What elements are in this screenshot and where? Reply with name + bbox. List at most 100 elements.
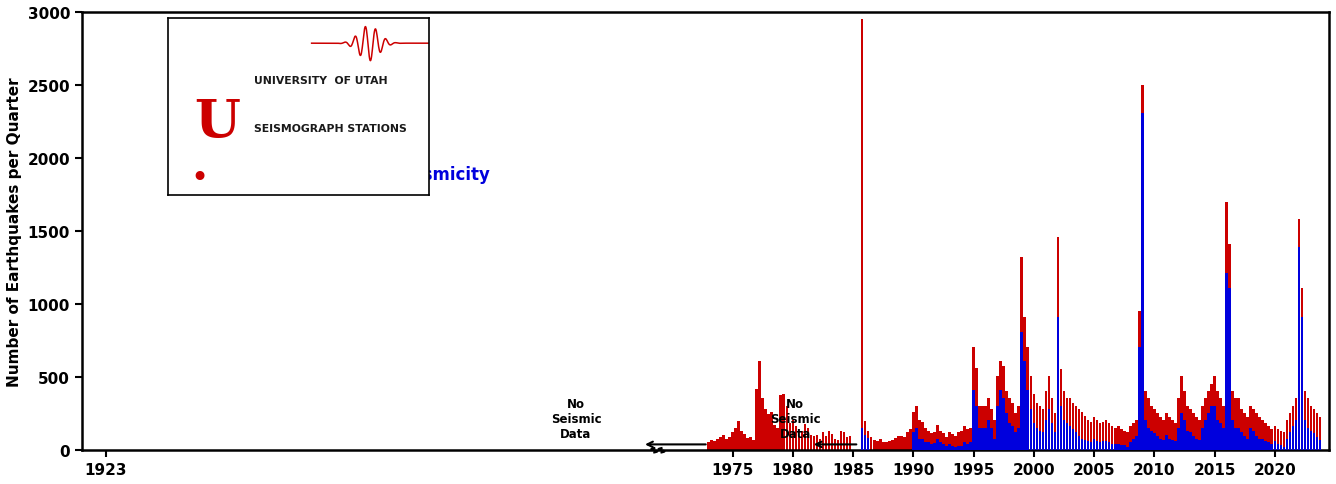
- Text: SEISMOGRAPH STATIONS: SEISMOGRAPH STATIONS: [254, 124, 407, 134]
- Bar: [1244, 413, 1246, 450]
- Bar: [1030, 409, 1033, 450]
- Bar: [860, 20, 863, 450]
- Bar: [1038, 431, 1041, 450]
- Bar: [1309, 406, 1312, 450]
- Bar: [990, 409, 993, 450]
- Bar: [961, 446, 963, 450]
- Bar: [1271, 429, 1273, 450]
- Bar: [1050, 398, 1053, 450]
- Bar: [1246, 439, 1249, 450]
- Bar: [1213, 406, 1216, 450]
- Bar: [846, 437, 848, 450]
- Bar: [1030, 376, 1033, 450]
- Bar: [771, 412, 774, 450]
- Bar: [1086, 441, 1089, 450]
- Bar: [831, 434, 834, 450]
- Bar: [1276, 429, 1279, 450]
- Bar: [1083, 440, 1086, 450]
- Bar: [1184, 391, 1186, 450]
- Bar: [1237, 428, 1240, 450]
- Bar: [1301, 318, 1304, 450]
- Bar: [788, 424, 791, 450]
- Bar: [1268, 442, 1271, 450]
- Bar: [840, 431, 843, 450]
- Bar: [1165, 435, 1168, 450]
- Bar: [1120, 429, 1122, 450]
- Bar: [1059, 369, 1062, 450]
- Bar: [1201, 406, 1204, 450]
- Bar: [819, 439, 822, 450]
- Bar: [1038, 406, 1041, 450]
- Bar: [1009, 398, 1011, 450]
- Bar: [1189, 409, 1192, 450]
- Bar: [990, 428, 993, 450]
- Bar: [933, 432, 935, 450]
- Bar: [767, 415, 770, 450]
- Bar: [755, 389, 758, 450]
- Bar: [743, 434, 745, 450]
- Bar: [1177, 398, 1180, 450]
- Bar: [764, 409, 767, 450]
- Bar: [1156, 436, 1158, 450]
- Bar: [1264, 441, 1267, 450]
- Bar: [985, 428, 987, 450]
- Bar: [969, 428, 971, 450]
- Bar: [791, 421, 794, 450]
- Bar: [864, 421, 867, 450]
- Bar: [957, 446, 959, 450]
- Bar: [1033, 424, 1035, 450]
- Bar: [1096, 421, 1098, 450]
- Bar: [747, 438, 749, 450]
- Bar: [1184, 421, 1186, 450]
- Bar: [1045, 391, 1047, 450]
- Bar: [1014, 413, 1017, 450]
- Bar: [1216, 391, 1218, 450]
- Bar: [1069, 426, 1071, 450]
- Bar: [1006, 413, 1009, 450]
- Bar: [795, 426, 798, 450]
- Bar: [1283, 432, 1285, 450]
- Bar: [939, 431, 942, 450]
- Bar: [933, 443, 935, 450]
- Bar: [1246, 418, 1249, 450]
- Bar: [927, 442, 930, 450]
- Bar: [1021, 332, 1023, 450]
- Bar: [1192, 413, 1194, 450]
- Bar: [1110, 444, 1113, 450]
- Bar: [1126, 447, 1129, 450]
- Bar: [1198, 440, 1201, 450]
- Text: No
Seismic
Data: No Seismic Data: [550, 397, 601, 439]
- Bar: [798, 436, 800, 450]
- Bar: [786, 406, 788, 450]
- Bar: [800, 431, 803, 450]
- Bar: [867, 431, 870, 450]
- Bar: [1228, 288, 1230, 450]
- Bar: [1319, 418, 1321, 450]
- Bar: [1319, 440, 1321, 450]
- Bar: [884, 442, 887, 450]
- Bar: [1023, 362, 1026, 450]
- Bar: [949, 444, 951, 450]
- Bar: [1098, 442, 1101, 450]
- Bar: [1273, 441, 1276, 450]
- Bar: [1114, 428, 1117, 450]
- Bar: [1240, 432, 1242, 450]
- Bar: [1122, 431, 1125, 450]
- Bar: [1285, 421, 1288, 450]
- Bar: [1288, 413, 1291, 450]
- Bar: [912, 412, 915, 450]
- Bar: [1102, 422, 1105, 450]
- Bar: [1066, 424, 1069, 450]
- Bar: [879, 439, 882, 450]
- Bar: [1050, 424, 1053, 450]
- Bar: [1006, 391, 1009, 450]
- Bar: [1021, 258, 1023, 450]
- Bar: [1042, 409, 1045, 450]
- Bar: [1071, 429, 1074, 450]
- Bar: [1301, 288, 1304, 450]
- Bar: [707, 442, 709, 450]
- Bar: [1249, 428, 1252, 450]
- Bar: [1316, 413, 1319, 450]
- Bar: [903, 437, 906, 450]
- Bar: [912, 432, 915, 450]
